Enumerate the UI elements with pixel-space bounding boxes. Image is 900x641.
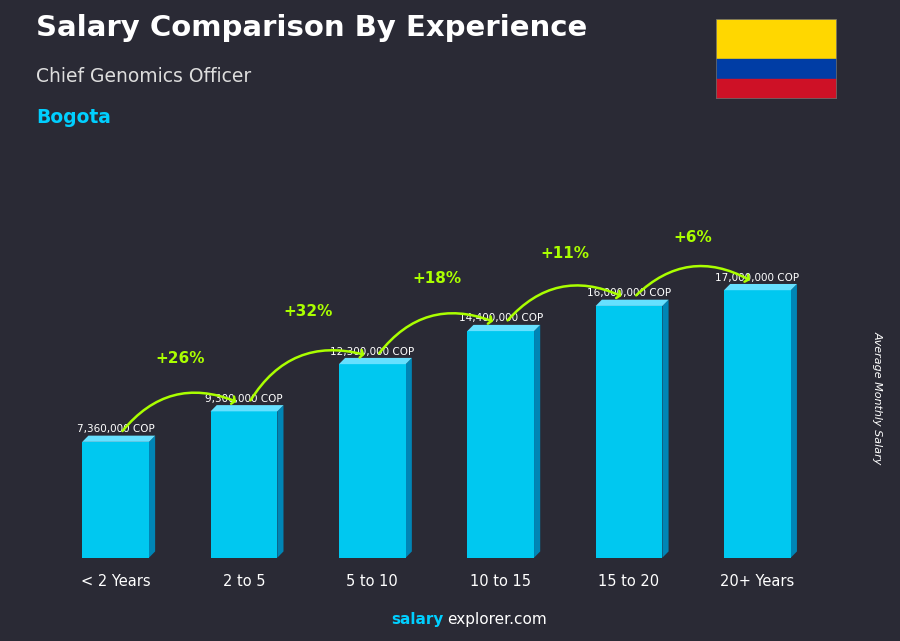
Bar [596, 306, 662, 558]
Text: 16,000,000 COP: 16,000,000 COP [587, 288, 671, 298]
Polygon shape [596, 300, 669, 306]
Bar [211, 412, 277, 558]
Text: 14,400,000 COP: 14,400,000 COP [459, 313, 543, 324]
Text: +26%: +26% [155, 351, 204, 367]
Bar [716, 79, 837, 99]
Text: 17,000,000 COP: 17,000,000 COP [716, 272, 799, 283]
Polygon shape [467, 325, 540, 331]
Bar [724, 290, 791, 558]
Text: Average Monthly Salary: Average Monthly Salary [872, 331, 883, 464]
Text: +18%: +18% [412, 271, 461, 286]
Text: 7,360,000 COP: 7,360,000 COP [76, 424, 155, 434]
Bar [716, 19, 837, 60]
Polygon shape [724, 284, 796, 290]
Bar [716, 60, 837, 79]
Polygon shape [149, 436, 155, 558]
Text: Chief Genomics Officer: Chief Genomics Officer [36, 67, 251, 87]
Text: explorer.com: explorer.com [447, 612, 547, 627]
Polygon shape [277, 405, 284, 558]
Polygon shape [339, 358, 412, 364]
Polygon shape [534, 325, 540, 558]
Polygon shape [406, 358, 412, 558]
Text: Salary Comparison By Experience: Salary Comparison By Experience [36, 14, 587, 42]
Polygon shape [211, 405, 284, 412]
Polygon shape [791, 284, 796, 558]
Bar [82, 442, 149, 558]
Polygon shape [662, 300, 669, 558]
Text: 9,300,000 COP: 9,300,000 COP [205, 394, 283, 404]
Bar [339, 364, 406, 558]
Text: +6%: +6% [674, 230, 713, 246]
Text: salary: salary [392, 612, 444, 627]
Polygon shape [82, 436, 155, 442]
Text: 12,300,000 COP: 12,300,000 COP [330, 347, 414, 356]
Text: Bogota: Bogota [36, 108, 111, 127]
Text: +11%: +11% [540, 246, 590, 261]
Text: +32%: +32% [284, 304, 333, 319]
Bar [467, 331, 534, 558]
